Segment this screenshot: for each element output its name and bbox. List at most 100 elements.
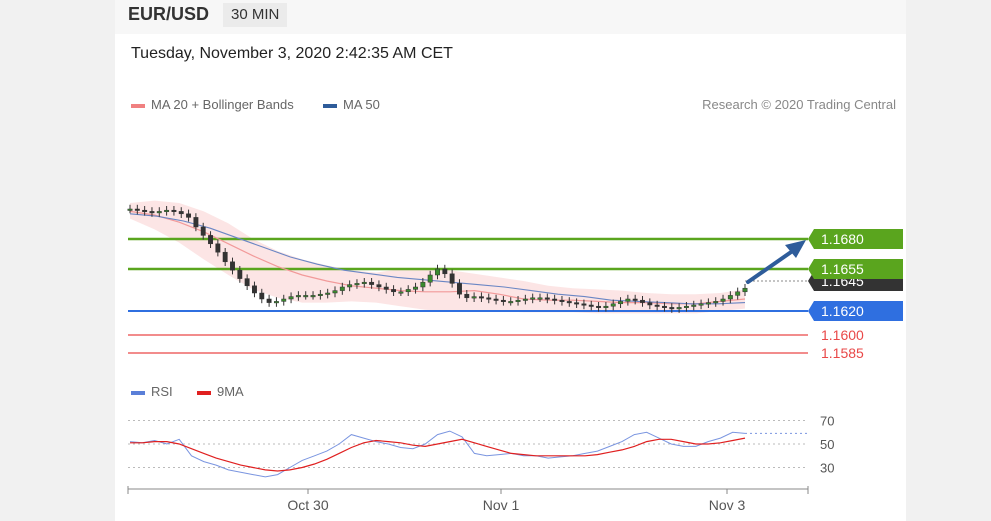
candle-body xyxy=(427,274,433,283)
candle-body xyxy=(230,261,235,271)
target-arrow-head xyxy=(785,240,806,258)
candle-body xyxy=(435,268,440,276)
candle-body xyxy=(559,299,565,302)
legend-rsi-swatch xyxy=(131,390,145,395)
candle-body xyxy=(156,211,162,214)
price-tag-2-text: 1.1620 xyxy=(821,303,864,319)
candle-body xyxy=(332,290,338,294)
candle-body xyxy=(391,289,397,293)
candle-body xyxy=(544,297,550,300)
price-tag-2: 1.1620 xyxy=(808,301,903,321)
candle-body xyxy=(713,301,719,304)
candle-body xyxy=(273,301,279,304)
candle-body xyxy=(486,297,492,300)
candle-body xyxy=(281,298,287,302)
candle-body xyxy=(691,304,697,307)
candle-body xyxy=(383,286,389,290)
pair-title: EUR/USD xyxy=(128,4,210,24)
candle-body xyxy=(508,301,514,304)
legend-9ma: 9MA xyxy=(197,384,244,399)
candle-body xyxy=(698,303,704,306)
candle-body xyxy=(413,286,418,290)
x-tick-label: Nov 1 xyxy=(483,497,520,513)
candle-body xyxy=(500,299,506,302)
candle-body xyxy=(610,303,616,307)
candle-body xyxy=(654,304,660,307)
price-tag-0-text: 1.1680 xyxy=(821,231,864,247)
candle-body xyxy=(252,285,257,294)
legend-rsi-label: RSI xyxy=(151,384,173,399)
legend-rsi: RSI xyxy=(131,384,173,399)
candle-body xyxy=(647,302,653,306)
legend-9ma-swatch xyxy=(197,390,211,395)
candle-body xyxy=(354,283,360,286)
candle-body xyxy=(193,217,199,228)
rsi-tick-50: 50 xyxy=(820,437,834,452)
candle-body xyxy=(449,273,455,284)
legend-9ma-label: 9MA xyxy=(217,384,244,399)
legend-ma50-label: MA 50 xyxy=(343,97,380,112)
x-tick-label: Nov 3 xyxy=(709,497,746,513)
x-tick-label: Oct 30 xyxy=(287,497,328,513)
candle-body xyxy=(295,295,301,298)
rsi-ma-line xyxy=(130,437,746,472)
candle-body xyxy=(376,284,382,288)
candle-body xyxy=(369,281,375,285)
candle-body xyxy=(288,296,294,300)
price-label-3: 1.1600 xyxy=(821,327,864,343)
candle-body xyxy=(222,251,228,263)
candle-body xyxy=(208,235,213,245)
candle-body xyxy=(127,208,133,211)
rsi-tick-70: 70 xyxy=(820,414,834,429)
candle-body xyxy=(464,293,470,299)
candle-body xyxy=(149,211,155,214)
candle-body xyxy=(237,269,243,279)
candle-body xyxy=(537,297,543,300)
credit-text: Research © 2020 Trading Central xyxy=(702,97,896,112)
candle-body xyxy=(683,305,689,308)
legend-ma20-swatch xyxy=(131,103,145,108)
candle-body xyxy=(259,292,265,300)
price-tag-1-text: 1.1655 xyxy=(821,261,864,277)
candle-body xyxy=(603,305,609,308)
candle-body xyxy=(266,298,272,303)
candle-body xyxy=(244,278,250,287)
candle-body xyxy=(200,226,206,236)
candle-body xyxy=(493,298,499,301)
candle-body xyxy=(632,298,638,301)
legend-ma20: MA 20 + Bollinger Bands xyxy=(131,97,294,112)
candle-body xyxy=(530,297,536,300)
price-label-4: 1.1585 xyxy=(821,345,864,361)
candle-body xyxy=(574,302,580,305)
candle-body xyxy=(640,299,645,303)
candle-body xyxy=(478,296,484,299)
candle-body xyxy=(361,281,367,284)
legend-ma50-swatch xyxy=(323,103,337,108)
price-tag-1: 1.1655 xyxy=(808,259,903,279)
candle-body xyxy=(457,283,462,295)
header-bar: EUR/USD 30 MIN xyxy=(115,0,906,34)
price-tag-1-bg xyxy=(808,259,903,279)
legend-ma20-label: MA 20 + Bollinger Bands xyxy=(151,97,294,112)
bollinger-band xyxy=(130,200,745,314)
candle-body xyxy=(566,301,572,304)
candle-body xyxy=(164,209,170,212)
candle-body xyxy=(720,298,726,302)
candle-body xyxy=(588,304,594,307)
candle-body xyxy=(596,305,602,308)
candle-body xyxy=(347,284,353,288)
rsi-tick-30: 30 xyxy=(820,461,834,476)
candle-body xyxy=(303,295,309,298)
candle-body xyxy=(522,298,528,301)
candle-body xyxy=(405,289,411,293)
candle-body xyxy=(625,298,631,302)
rsi-line xyxy=(129,430,746,478)
candle-body xyxy=(742,287,748,293)
price-tag-0-bg xyxy=(808,229,903,249)
candle-body xyxy=(398,291,404,294)
timeframe-badge[interactable]: 30 MIN xyxy=(223,3,288,27)
timestamp: Tuesday, November 3, 2020 2:42:35 AM CET xyxy=(131,45,453,62)
candle-body xyxy=(515,299,521,302)
candle-body xyxy=(215,243,221,253)
